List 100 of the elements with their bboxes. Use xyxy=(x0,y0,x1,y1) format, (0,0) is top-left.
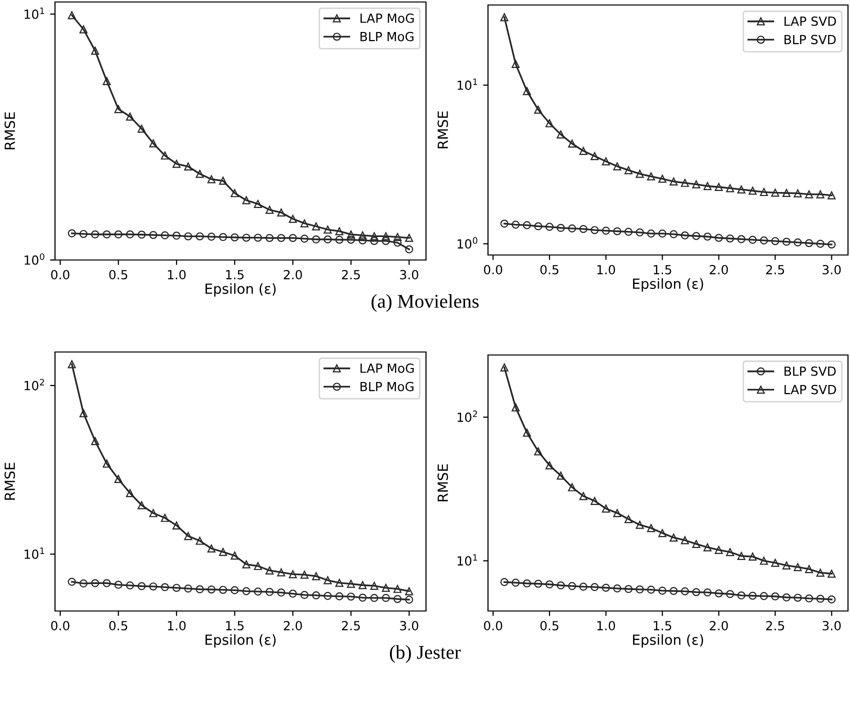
point xyxy=(230,552,239,560)
point xyxy=(277,208,286,217)
point xyxy=(254,588,262,596)
point xyxy=(613,162,622,170)
point xyxy=(816,240,824,248)
point xyxy=(726,548,734,556)
point xyxy=(714,546,723,554)
point xyxy=(726,184,734,192)
point xyxy=(748,186,757,195)
y-tick-label: 10$^{1}$ xyxy=(458,78,478,90)
x-tick-label: 2.5 xyxy=(766,264,784,274)
point xyxy=(91,230,100,238)
point xyxy=(160,231,169,240)
point xyxy=(782,188,791,198)
point xyxy=(266,588,274,596)
point xyxy=(760,236,768,244)
point xyxy=(545,580,554,588)
point xyxy=(102,77,111,86)
point xyxy=(624,515,633,524)
y-axis-title: RMSE xyxy=(4,462,16,500)
point xyxy=(670,230,678,238)
point xyxy=(692,232,700,240)
point xyxy=(184,532,192,540)
point xyxy=(277,234,286,242)
point xyxy=(346,580,356,588)
x-tick-label: 3.0 xyxy=(400,270,418,280)
point xyxy=(184,232,192,240)
x-axis-title: Epsilon (ε) xyxy=(633,278,704,292)
point xyxy=(346,230,356,238)
point xyxy=(522,579,531,588)
point xyxy=(312,235,320,244)
point xyxy=(534,580,542,588)
x-axis-title: Epsilon (ε) xyxy=(633,634,704,648)
point xyxy=(500,220,508,228)
point xyxy=(670,586,678,596)
point xyxy=(68,229,76,238)
x-tick-label: 2.0 xyxy=(710,620,728,630)
point xyxy=(613,227,622,236)
point xyxy=(324,576,332,584)
point xyxy=(658,586,666,595)
x-tick-label: 0.0 xyxy=(484,620,502,630)
point xyxy=(68,360,76,368)
y-tick-label: 10$^{2}$ xyxy=(24,378,44,390)
point xyxy=(568,140,576,148)
point xyxy=(172,232,181,240)
point xyxy=(207,585,216,594)
point xyxy=(382,236,390,245)
point xyxy=(579,146,588,155)
x-axis-title: Epsilon (ε) xyxy=(206,283,276,297)
point xyxy=(346,592,356,601)
point xyxy=(172,521,181,530)
point xyxy=(160,583,169,592)
point xyxy=(760,556,768,565)
point xyxy=(568,582,576,590)
point xyxy=(522,87,531,96)
point xyxy=(242,560,250,568)
point xyxy=(288,570,297,578)
point xyxy=(602,157,610,166)
point xyxy=(794,563,802,572)
point xyxy=(405,596,414,604)
x-tick-label: 3.0 xyxy=(400,620,418,630)
x-tick-label: 1.0 xyxy=(597,264,616,274)
point xyxy=(114,474,122,484)
point xyxy=(242,234,250,242)
point xyxy=(358,594,367,602)
point xyxy=(300,219,308,228)
point xyxy=(522,221,531,230)
point xyxy=(624,584,633,594)
point xyxy=(126,489,134,498)
x-tick-label: 0.0 xyxy=(484,264,502,274)
point xyxy=(346,236,356,244)
x-tick-label: 1.0 xyxy=(168,270,186,280)
point xyxy=(794,594,802,602)
legend-label: LAP SVD xyxy=(784,384,836,394)
point xyxy=(703,588,712,596)
point xyxy=(324,235,332,244)
point xyxy=(805,239,814,248)
x-tick-label: 0.5 xyxy=(109,270,128,280)
point xyxy=(658,230,666,238)
x-tick-label: 1.0 xyxy=(168,620,186,630)
point xyxy=(613,584,622,592)
point xyxy=(102,579,111,588)
point xyxy=(196,585,204,594)
point xyxy=(512,220,520,229)
point xyxy=(207,544,216,553)
point xyxy=(300,590,308,599)
point xyxy=(393,584,402,593)
point xyxy=(737,552,746,560)
point xyxy=(219,548,228,556)
point xyxy=(545,119,554,128)
point xyxy=(405,587,414,596)
legend-label: LAP SVD xyxy=(784,16,836,26)
point xyxy=(277,568,286,576)
point xyxy=(288,234,297,242)
point xyxy=(79,25,88,34)
point xyxy=(771,592,780,600)
point xyxy=(760,188,768,196)
point xyxy=(288,590,297,598)
point xyxy=(393,594,402,604)
x-tick-label: 0.5 xyxy=(540,264,558,274)
